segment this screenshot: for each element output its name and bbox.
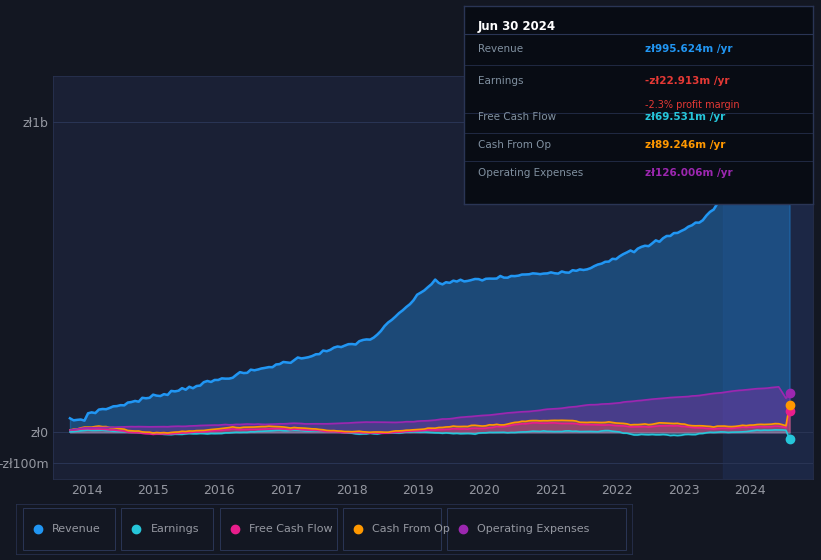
Text: Jun 30 2024: Jun 30 2024 xyxy=(478,20,556,32)
Text: -2.3% profit margin: -2.3% profit margin xyxy=(645,100,740,110)
Text: -zł22.913m /yr: -zł22.913m /yr xyxy=(645,76,730,86)
Bar xyxy=(220,508,337,550)
Text: zł89.246m /yr: zł89.246m /yr xyxy=(645,140,726,150)
Bar xyxy=(447,508,626,550)
Text: Operating Expenses: Operating Expenses xyxy=(478,167,583,178)
Text: Operating Expenses: Operating Expenses xyxy=(477,524,589,534)
Text: zł69.531m /yr: zł69.531m /yr xyxy=(645,112,726,122)
Text: Revenue: Revenue xyxy=(53,524,101,534)
Text: Free Cash Flow: Free Cash Flow xyxy=(478,112,556,122)
Bar xyxy=(122,508,213,550)
Text: Revenue: Revenue xyxy=(478,44,523,54)
Bar xyxy=(343,508,442,550)
Text: zł126.006m /yr: zł126.006m /yr xyxy=(645,167,733,178)
Bar xyxy=(723,76,813,479)
Text: Cash From Op: Cash From Op xyxy=(478,140,551,150)
Text: Earnings: Earnings xyxy=(151,524,200,534)
Bar xyxy=(23,508,115,550)
Text: zł995.624m /yr: zł995.624m /yr xyxy=(645,44,733,54)
Text: Cash From Op: Cash From Op xyxy=(373,524,450,534)
Text: Earnings: Earnings xyxy=(478,76,523,86)
Text: Free Cash Flow: Free Cash Flow xyxy=(250,524,333,534)
